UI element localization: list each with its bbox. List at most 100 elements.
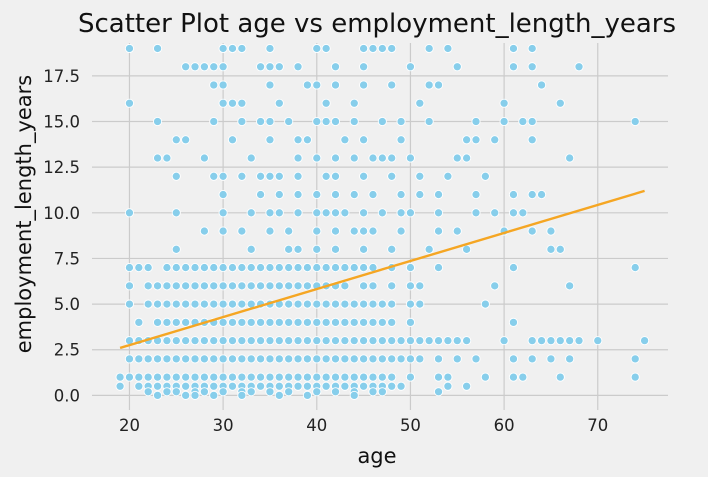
data-point — [143, 299, 153, 309]
data-point — [508, 208, 519, 218]
data-point — [302, 390, 312, 400]
data-point — [555, 244, 565, 254]
data-point — [405, 372, 415, 382]
data-point — [246, 372, 256, 382]
data-point — [153, 390, 163, 400]
data-point — [368, 372, 378, 382]
data-point — [377, 372, 387, 382]
data-point — [312, 208, 322, 218]
data-point — [190, 390, 200, 400]
data-point — [405, 281, 415, 291]
data-point — [171, 299, 181, 309]
data-point — [574, 62, 584, 72]
data-point — [293, 189, 303, 200]
data-point — [218, 80, 228, 90]
data-point — [312, 226, 322, 236]
data-point — [527, 135, 537, 145]
data-point — [405, 299, 415, 309]
data-point — [274, 189, 284, 200]
data-point — [124, 98, 135, 108]
data-point — [527, 226, 537, 236]
data-point — [312, 189, 322, 200]
data-point — [387, 354, 397, 364]
data-point — [555, 372, 565, 382]
data-point — [274, 381, 284, 391]
data-point — [143, 372, 153, 382]
data-point — [312, 372, 322, 382]
data-point — [349, 354, 359, 364]
data-point — [424, 336, 434, 346]
data-point — [227, 43, 238, 54]
data-point — [246, 317, 256, 327]
data-point — [218, 43, 228, 54]
data-point — [349, 390, 359, 400]
data-point — [330, 171, 341, 181]
data-point — [480, 372, 490, 382]
data-point — [274, 208, 284, 218]
data-point — [387, 244, 397, 254]
data-point — [218, 354, 228, 364]
data-point — [190, 263, 200, 273]
data-point — [387, 153, 397, 163]
data-point — [171, 372, 181, 382]
data-point — [321, 336, 331, 346]
data-point — [462, 244, 472, 254]
data-point — [190, 62, 200, 72]
data-point — [630, 372, 640, 382]
data-point — [490, 135, 500, 145]
data-point — [499, 336, 509, 346]
data-point — [312, 80, 322, 90]
data-point — [284, 263, 294, 273]
data-point — [321, 43, 331, 54]
data-point — [508, 43, 519, 54]
data-point — [640, 336, 650, 346]
data-point — [518, 208, 528, 218]
data-point — [153, 116, 163, 127]
data-point — [405, 336, 415, 346]
data-point — [368, 354, 378, 364]
data-point — [349, 317, 359, 327]
data-point — [209, 116, 219, 127]
data-point — [265, 372, 275, 382]
data-point — [124, 281, 135, 291]
data-point — [302, 381, 312, 391]
data-point — [480, 299, 490, 309]
data-point — [153, 281, 163, 291]
data-point — [508, 317, 519, 327]
data-point — [405, 317, 415, 327]
y-tick-label: 0.0 — [54, 386, 80, 405]
data-point — [209, 299, 219, 309]
data-point — [546, 226, 556, 236]
y-tick-label: 5.0 — [54, 295, 80, 314]
data-point — [162, 153, 172, 163]
data-point — [265, 116, 275, 127]
data-point — [527, 43, 537, 54]
data-point — [171, 135, 181, 145]
data-point — [134, 263, 144, 273]
data-point — [284, 226, 294, 236]
data-point — [396, 208, 406, 218]
data-point — [171, 244, 181, 254]
y-axis-label: employment_length_years — [12, 75, 37, 353]
data-point — [508, 354, 519, 364]
data-point — [153, 381, 163, 391]
data-point — [218, 317, 228, 327]
data-point — [377, 153, 387, 163]
data-point — [246, 153, 256, 163]
y-tick-label: 12.5 — [43, 158, 80, 177]
data-point — [368, 317, 378, 327]
data-point — [124, 208, 135, 218]
y-tick-label: 2.5 — [54, 341, 80, 360]
data-point — [124, 354, 135, 364]
data-point — [312, 336, 322, 346]
data-point — [443, 336, 453, 346]
data-point — [246, 208, 256, 218]
data-point — [209, 381, 219, 391]
data-point — [546, 336, 556, 346]
data-point — [162, 317, 172, 327]
data-point — [256, 171, 266, 181]
data-point — [359, 208, 369, 218]
data-point — [359, 299, 369, 309]
data-point — [396, 381, 406, 391]
data-point — [190, 299, 200, 309]
